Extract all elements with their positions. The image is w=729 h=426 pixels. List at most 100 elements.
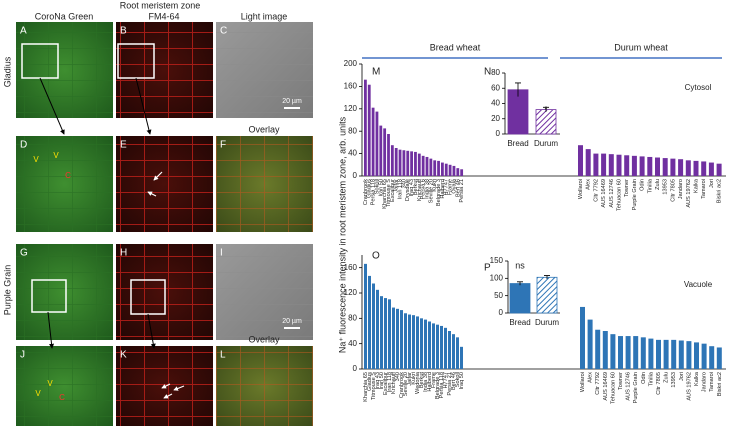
column-super-header: Root meristem zone <box>120 0 201 10</box>
bar <box>639 156 645 176</box>
y-tick-label: 160 <box>344 263 358 272</box>
panel-letter: K <box>120 350 127 361</box>
bar <box>456 337 459 369</box>
bar <box>390 145 394 176</box>
bar <box>685 160 691 176</box>
x-tick-label: Berkut <box>419 372 425 389</box>
panel-letter: J <box>20 350 25 361</box>
y-tick-label: 100 <box>490 273 504 282</box>
cell-walls <box>216 136 313 232</box>
y-tick-label: 120 <box>344 288 358 297</box>
x-tick-label: Iran 50 <box>379 372 385 389</box>
x-tick-label: Frame <box>431 372 437 388</box>
x-tick-label: Frame <box>448 179 454 195</box>
bar <box>396 308 399 369</box>
x-tick-label: Kharchia 65 <box>382 179 388 209</box>
x-tick-label: Wollaroi <box>580 372 586 392</box>
y-tick-label: 80 <box>491 68 500 77</box>
x-tick-label: Gladius <box>367 179 373 198</box>
pointer-arrow <box>153 171 163 181</box>
bar <box>662 158 668 176</box>
y-tick-label: 40 <box>348 339 357 348</box>
bar <box>364 79 367 176</box>
cell-walls <box>216 22 313 118</box>
x-tick-label: Berkut <box>413 179 419 196</box>
panel-letter: O <box>372 251 380 262</box>
bar <box>421 155 425 176</box>
y-tick-label: 0 <box>353 364 358 373</box>
bar <box>437 160 440 176</box>
x-tick-label: H7747 <box>444 179 450 195</box>
cell-walls <box>216 346 313 426</box>
x-tick-label: Belgrade 3 <box>435 372 441 399</box>
panel-letter: N <box>484 67 491 78</box>
annotation: Vacuole <box>684 280 713 289</box>
x-tick-label: Tehuacan 60 <box>610 372 616 404</box>
bar <box>593 153 599 176</box>
y-axis-label: Na⁺ fluorescence intensity in root meris… <box>337 116 347 353</box>
x-tick-label: Wedonia <box>415 371 421 394</box>
x-tick-label: Kukri <box>411 372 417 385</box>
x-tick-label: India 38 <box>423 372 429 392</box>
bar <box>410 151 413 176</box>
bar <box>670 158 676 176</box>
bar <box>368 275 371 369</box>
x-tick-label: Purple Grain <box>632 179 638 210</box>
panel-letter: M <box>372 67 380 78</box>
bar <box>716 163 722 176</box>
bar <box>400 310 403 369</box>
x-tick-label: 13953 <box>671 372 677 388</box>
x-tick-label: Odin <box>640 179 646 191</box>
x-tick-label: Sokoll <box>455 372 461 387</box>
y-tick-label: 160 <box>344 82 358 91</box>
y-tick-label: 150 <box>490 256 504 265</box>
x-tick-label: Biskri ac2 <box>717 372 723 396</box>
cell-walls <box>216 244 313 340</box>
x-tick-label: Titmouse S <box>386 179 392 207</box>
x-tick-label: Cranbrook <box>399 372 405 398</box>
bar <box>379 125 383 176</box>
panel-letter: A <box>20 26 27 37</box>
x-tick-label: Jori <box>709 179 715 188</box>
y-tick-label: 50 <box>494 291 503 300</box>
bar <box>587 319 593 369</box>
bar <box>380 296 383 369</box>
x-tick-label: Bread <box>507 139 528 148</box>
x-tick-label: Persia 118 <box>371 179 377 205</box>
bar <box>408 314 411 369</box>
x-tick-label: Durum <box>534 139 558 148</box>
bar <box>656 339 661 369</box>
x-tick-label: Seville 20 <box>403 372 409 396</box>
bar <box>425 156 429 176</box>
x-tick-label: Alex <box>588 372 594 383</box>
x-tick-label: Belgrade 3 <box>436 179 442 206</box>
x-tick-label: Kalka <box>694 371 700 386</box>
bar <box>417 153 421 176</box>
x-tick-label: Kalka <box>693 178 699 193</box>
x-tick-label: Tehuacan 60 <box>616 179 622 211</box>
bar <box>601 153 607 176</box>
x-tick-label: Kharchia 65 <box>363 372 369 402</box>
bar <box>387 134 390 176</box>
x-tick-label: Iran 50 <box>378 179 384 196</box>
bar <box>404 313 407 369</box>
pointer-arrow <box>163 393 173 399</box>
error-bar <box>544 275 550 280</box>
x-tick-label: Excalibur <box>383 372 389 395</box>
bar <box>460 346 463 369</box>
bar <box>602 331 608 369</box>
bar <box>693 160 699 176</box>
bar <box>424 319 427 369</box>
x-tick-label: Seville 20 <box>428 179 434 203</box>
bar <box>709 346 715 369</box>
bar <box>686 341 692 369</box>
x-tick-label: Iraq 43 <box>409 179 415 196</box>
x-tick-label: Kukri <box>432 179 438 192</box>
x-tick-label: Bert 46 <box>451 372 457 390</box>
y-tick-label: 200 <box>344 59 358 68</box>
cell-mark: C <box>65 171 71 180</box>
x-tick-label: Cltr 7805 <box>670 179 676 202</box>
bar <box>701 343 707 369</box>
